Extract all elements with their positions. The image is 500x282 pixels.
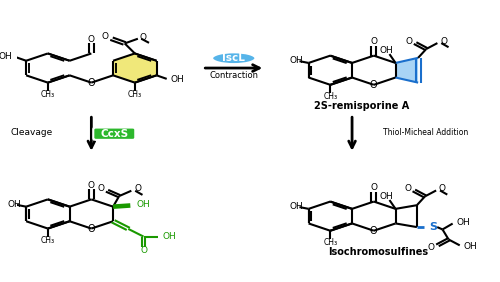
Text: CcxS: CcxS <box>100 129 128 139</box>
Text: OH: OH <box>380 46 394 55</box>
Text: O: O <box>97 184 104 193</box>
Text: Contraction: Contraction <box>210 70 258 80</box>
Ellipse shape <box>212 52 256 64</box>
Polygon shape <box>113 54 156 83</box>
Text: Isochromosulfines: Isochromosulfines <box>328 247 428 257</box>
Text: CH₃: CH₃ <box>324 238 338 247</box>
Text: OH: OH <box>380 191 394 201</box>
Text: O: O <box>140 246 147 255</box>
Text: Thiol-Micheal Addition: Thiol-Micheal Addition <box>384 128 468 137</box>
Text: CH₃: CH₃ <box>41 90 55 99</box>
Text: OH: OH <box>0 52 12 61</box>
Text: O: O <box>140 32 146 41</box>
Text: CH₃: CH₃ <box>41 236 55 245</box>
Text: OH: OH <box>7 200 21 209</box>
Text: O: O <box>370 226 378 236</box>
Text: CH₃: CH₃ <box>324 92 338 101</box>
Text: O: O <box>88 224 95 233</box>
Polygon shape <box>396 58 418 83</box>
Text: O: O <box>88 35 95 44</box>
Text: S: S <box>429 222 437 232</box>
Text: O: O <box>134 184 141 193</box>
FancyBboxPatch shape <box>94 127 136 140</box>
Text: O: O <box>370 183 378 192</box>
Text: 2S-remisporine A: 2S-remisporine A <box>314 101 410 111</box>
Text: OH: OH <box>464 242 477 251</box>
Text: OH: OH <box>290 56 304 65</box>
Text: O: O <box>370 80 378 90</box>
Text: OH: OH <box>170 75 184 84</box>
Text: O: O <box>439 184 446 193</box>
Text: O: O <box>440 37 447 46</box>
Text: CH₃: CH₃ <box>128 90 142 99</box>
Text: O: O <box>404 184 411 193</box>
Text: OH: OH <box>136 201 150 210</box>
Text: IscL: IscL <box>222 53 245 63</box>
Text: O: O <box>88 78 95 88</box>
Text: Cleavage: Cleavage <box>10 128 52 137</box>
Text: OH: OH <box>456 219 470 228</box>
Text: O: O <box>406 37 412 46</box>
Text: O: O <box>88 181 95 190</box>
Text: O: O <box>102 32 108 41</box>
Text: O: O <box>370 38 378 47</box>
Text: O: O <box>428 243 434 252</box>
Text: OH: OH <box>290 202 304 211</box>
Text: OH: OH <box>163 232 176 241</box>
